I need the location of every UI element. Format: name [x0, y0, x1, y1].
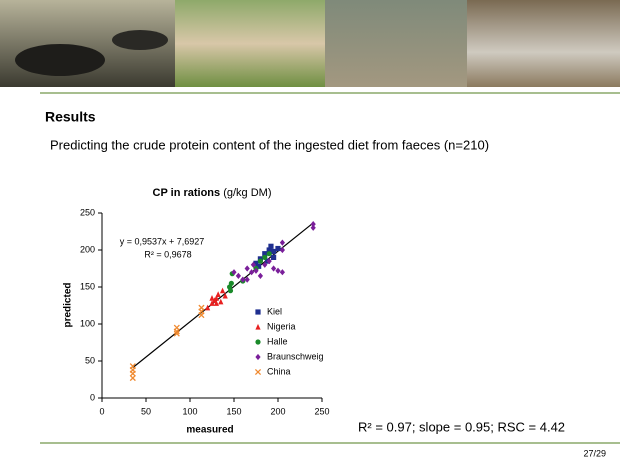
point — [311, 225, 316, 231]
point — [258, 273, 263, 279]
point — [236, 273, 241, 279]
photo-cattle — [175, 0, 325, 87]
chart-title: CP in rations (g/kg DM) — [153, 187, 272, 199]
photo-sheep — [467, 0, 620, 87]
point — [280, 269, 285, 275]
x-tick-label: 0 — [99, 406, 104, 416]
point — [220, 288, 225, 294]
point — [209, 295, 214, 301]
x-tick-label: 100 — [182, 406, 197, 416]
legend-marker — [255, 369, 260, 374]
x-axis-label: measured — [186, 425, 233, 436]
point — [275, 246, 280, 251]
photo-detail — [112, 30, 168, 50]
point — [245, 265, 250, 271]
point — [267, 251, 272, 256]
subheading: Predicting the crude protein content of … — [50, 137, 489, 152]
trend-r2: R² = 0,9678 — [144, 249, 191, 259]
y-tick-label: 150 — [80, 281, 95, 291]
point — [218, 299, 223, 305]
x-tick-label: 150 — [226, 406, 241, 416]
slide-canvas: Results Predicting the crude protein con… — [0, 0, 620, 463]
point — [275, 268, 280, 274]
legend-label: Braunschweig — [267, 351, 324, 361]
y-axis-label: predicted — [63, 282, 74, 327]
point — [228, 288, 233, 293]
page-number: 27/29 — [583, 448, 606, 458]
stats: R² = 0.97; slope = 0.95; RSC = 4.42 — [358, 419, 565, 434]
y-tick-label: 100 — [80, 318, 95, 328]
photo-camel — [325, 0, 467, 87]
point — [280, 240, 285, 246]
point — [271, 255, 276, 260]
legend-label: Kiel — [267, 306, 282, 316]
legend-label: Halle — [267, 336, 288, 346]
point — [268, 244, 273, 249]
legend-label: Nigeria — [267, 321, 296, 331]
point — [271, 265, 276, 271]
x-tick-label: 250 — [314, 406, 329, 416]
chart-title-unit: (g/kg DM) — [223, 187, 271, 199]
point — [229, 281, 234, 286]
heading: Results — [45, 109, 96, 125]
x-tick-label: 200 — [270, 406, 285, 416]
point — [130, 375, 135, 380]
y-tick-label: 0 — [90, 392, 95, 402]
legend-label: China — [267, 366, 291, 376]
legend-marker — [255, 309, 260, 314]
y-tick-label: 250 — [80, 207, 95, 217]
x-tick-label: 50 — [141, 406, 151, 416]
slide: Results Predicting the crude protein con… — [0, 0, 620, 463]
legend-marker — [255, 339, 260, 344]
trend-equation: y = 0,9537x + 7,6927 — [120, 236, 205, 246]
point — [262, 255, 267, 260]
legend-marker — [255, 354, 260, 360]
chart-title-main: CP in rations — [153, 187, 221, 199]
legend-marker — [255, 324, 260, 330]
y-tick-label: 50 — [85, 355, 95, 365]
point — [258, 259, 263, 264]
photo-detail — [15, 44, 105, 76]
y-tick-label: 200 — [80, 244, 95, 254]
point — [216, 291, 221, 297]
